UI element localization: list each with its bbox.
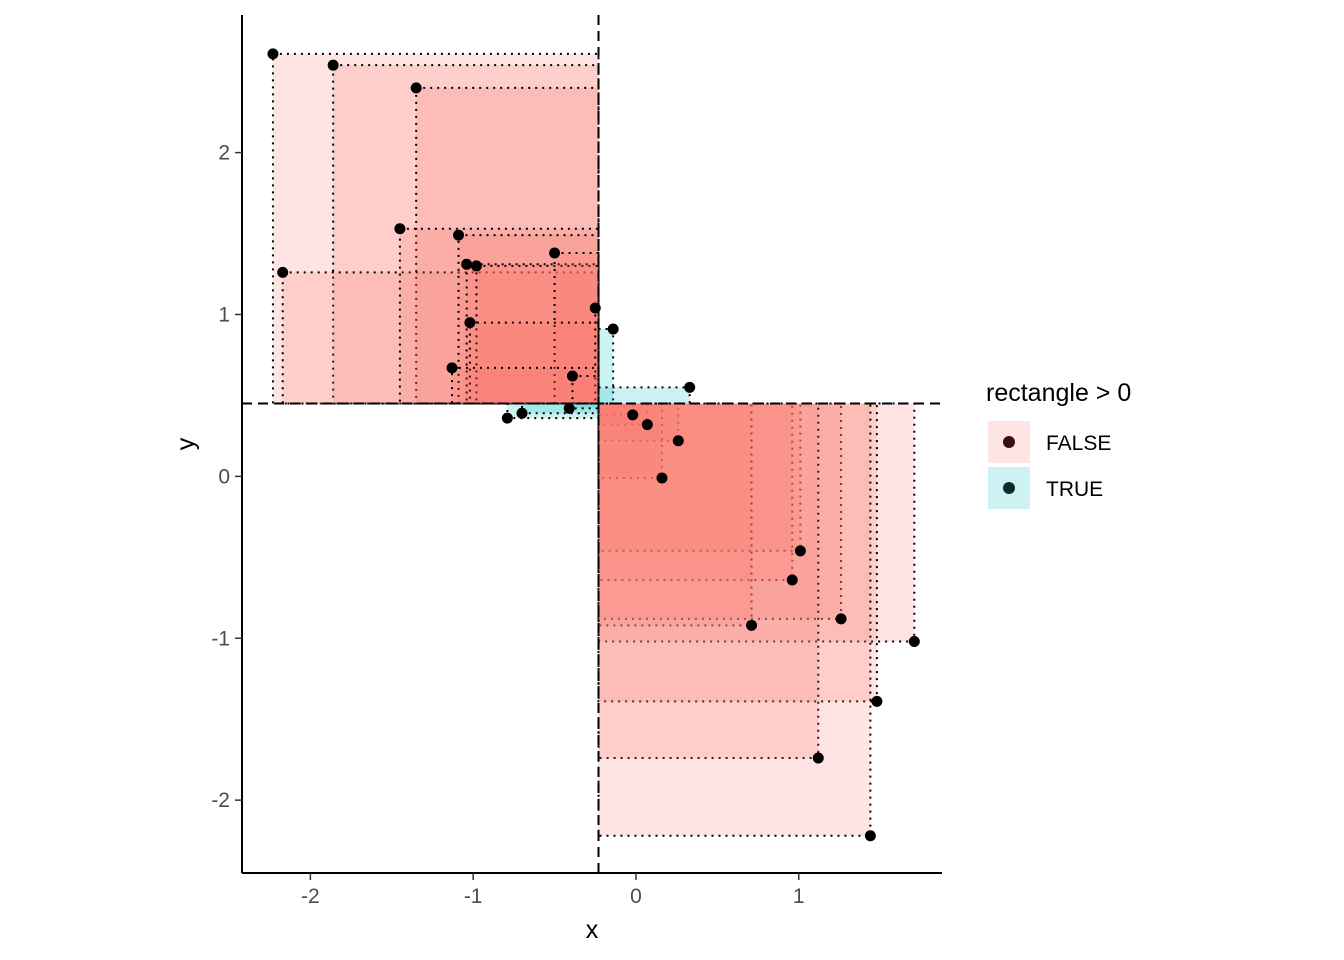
point-false-10 bbox=[589, 302, 601, 314]
point-false-2 bbox=[410, 82, 422, 94]
rectangle-false-18 bbox=[597, 402, 794, 581]
point-false-16 bbox=[656, 472, 668, 484]
rectangle-false-22 bbox=[597, 402, 878, 703]
rectangle-false-17 bbox=[597, 402, 802, 552]
point-false-13 bbox=[627, 409, 639, 421]
point-false-5 bbox=[453, 229, 465, 241]
rectangle-false-9 bbox=[468, 321, 600, 405]
rectangles-layer bbox=[271, 52, 916, 837]
point-false-1 bbox=[327, 59, 339, 71]
point-false-23 bbox=[812, 752, 824, 764]
point-false-7 bbox=[470, 260, 482, 272]
rectangle-false-2 bbox=[415, 86, 600, 405]
y-tick-label: 1 bbox=[218, 303, 230, 326]
rectangle-true-2 bbox=[506, 402, 600, 420]
point-false-20 bbox=[746, 619, 758, 631]
y-tick-label: -1 bbox=[211, 627, 230, 650]
point-true-4 bbox=[563, 402, 575, 414]
point-false-15 bbox=[672, 435, 684, 447]
point-false-21 bbox=[908, 636, 920, 648]
rectangle-false-19 bbox=[597, 402, 843, 620]
point-false-14 bbox=[641, 419, 653, 431]
point-false-9 bbox=[464, 317, 476, 329]
y-axis-title: y bbox=[172, 437, 200, 450]
point-true-0 bbox=[607, 323, 619, 335]
y-tick-label: 2 bbox=[218, 142, 230, 165]
rectangle-false-3 bbox=[281, 271, 600, 405]
rectangle-true-1 bbox=[597, 386, 691, 405]
point-false-8 bbox=[549, 247, 561, 259]
rectangle-false-12 bbox=[571, 375, 600, 405]
x-tick-label: -1 bbox=[464, 885, 483, 908]
point-false-12 bbox=[566, 370, 578, 382]
point-false-4 bbox=[394, 223, 406, 235]
point-false-22 bbox=[871, 695, 883, 707]
point-false-17 bbox=[794, 545, 806, 557]
point-false-11 bbox=[446, 362, 458, 374]
mean-lines-layer bbox=[242, 15, 942, 873]
y-tick-label: -2 bbox=[211, 789, 230, 812]
point-true-3 bbox=[516, 407, 528, 419]
rectangle-false-4 bbox=[398, 227, 600, 405]
point-true-2 bbox=[501, 412, 513, 424]
point-false-0 bbox=[267, 48, 279, 60]
rectangle-false-24 bbox=[597, 402, 872, 837]
point-false-18 bbox=[786, 574, 798, 586]
point-false-19 bbox=[835, 613, 847, 625]
legend-label-true: TRUE bbox=[1046, 478, 1103, 501]
rectangle-false-15 bbox=[597, 402, 680, 442]
point-false-6 bbox=[461, 258, 473, 270]
legend: rectangle > 0 FALSE TRUE bbox=[986, 379, 1131, 509]
x-axis-title: x bbox=[586, 916, 599, 944]
rectangle-false-7 bbox=[475, 264, 600, 405]
rectangle-true-3 bbox=[521, 402, 600, 415]
rectangle-false-21 bbox=[597, 402, 916, 643]
rectangle-false-23 bbox=[597, 402, 820, 760]
axes-layer: -2 -1 0 1 -2 -1 0 1 2 bbox=[211, 15, 942, 908]
x-tick-label: 1 bbox=[793, 885, 805, 908]
point-false-3 bbox=[277, 266, 289, 278]
legend-title: rectangle > 0 bbox=[986, 379, 1131, 407]
point-true-1 bbox=[684, 381, 696, 393]
points-layer bbox=[267, 48, 920, 842]
x-tick-label: 0 bbox=[630, 885, 642, 908]
rectangle-true-0 bbox=[597, 328, 615, 405]
legend-label-false: FALSE bbox=[1046, 432, 1111, 455]
point-false-24 bbox=[864, 830, 876, 842]
x-tick-label: -2 bbox=[301, 885, 320, 908]
legend-key-false-point bbox=[1003, 436, 1015, 448]
legend-key-true-point bbox=[1003, 482, 1015, 494]
y-tick-label: 0 bbox=[218, 465, 230, 488]
